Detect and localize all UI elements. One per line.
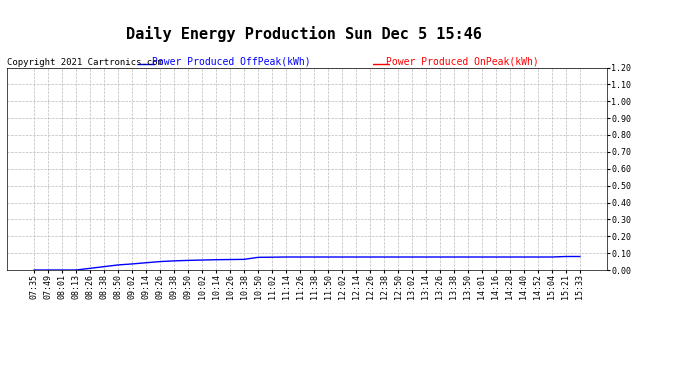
Text: Power Produced OffPeak(kWh): Power Produced OffPeak(kWh) bbox=[152, 57, 310, 67]
Text: Copyright 2021 Cartronics.com: Copyright 2021 Cartronics.com bbox=[7, 58, 163, 67]
Text: Power Produced OnPeak(kWh): Power Produced OnPeak(kWh) bbox=[386, 57, 539, 67]
Text: Daily Energy Production Sun Dec 5 15:46: Daily Energy Production Sun Dec 5 15:46 bbox=[126, 26, 482, 42]
